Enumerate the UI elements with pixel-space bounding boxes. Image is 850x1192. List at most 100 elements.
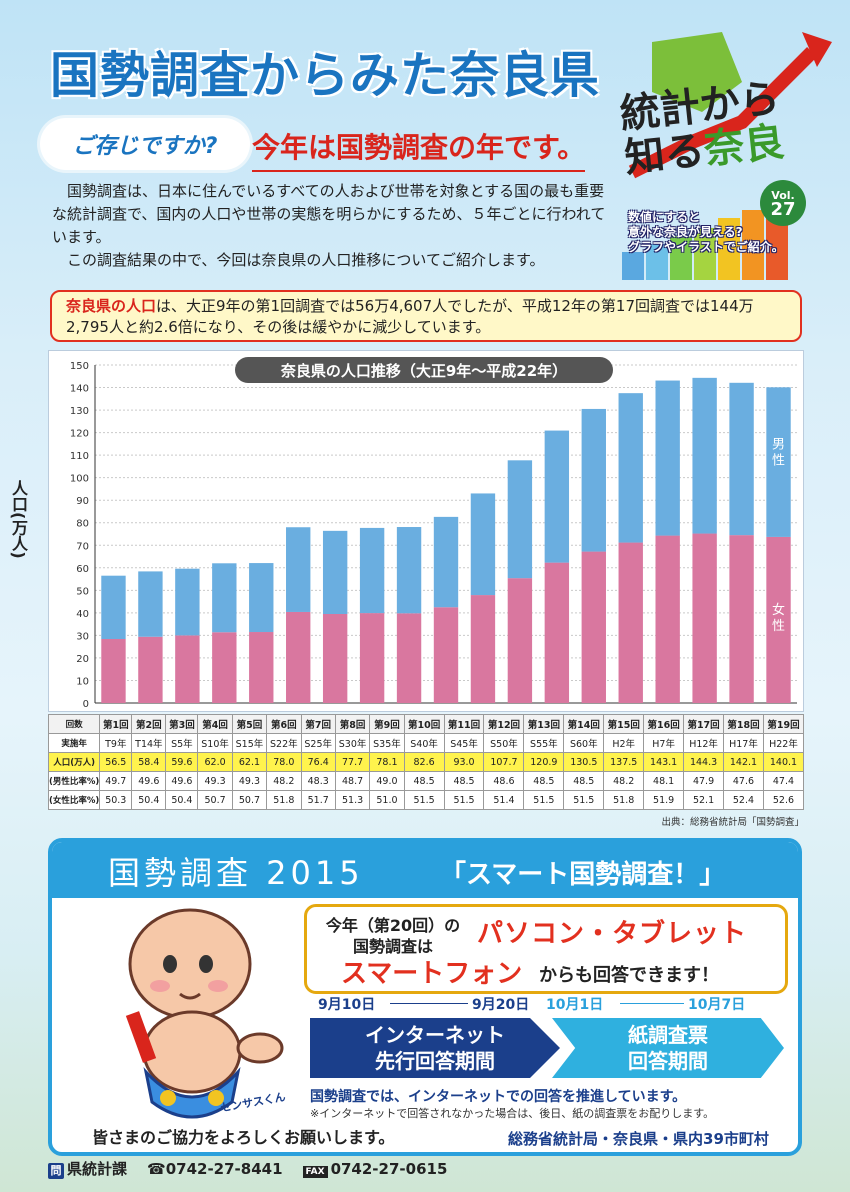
- dept-name: 県統計課: [67, 1160, 128, 1178]
- phone-number[interactable]: ☎0742-27-8441: [147, 1159, 283, 1178]
- bar-male: [618, 393, 643, 543]
- table-cell: 48.5: [563, 771, 605, 791]
- table-cell: H17年: [723, 733, 764, 753]
- table-cell: 第8回: [334, 714, 371, 734]
- bar-male: [692, 377, 717, 534]
- male-ratio-row: (男性比率%) 49.7 49.6 49.6 49.3 49.3 48.2 48.3 48.7 4…: [47, 771, 805, 791]
- vol-label: Vol.: [771, 189, 795, 202]
- bar-female: [692, 533, 717, 703]
- table-cell: S45年: [443, 733, 485, 753]
- logo-line2b: 奈良: [702, 119, 787, 174]
- bar-female: [212, 632, 237, 703]
- table-cell: 52.1: [683, 790, 725, 810]
- table-cell: 144.3: [683, 752, 725, 772]
- table-cell: 51.9: [643, 790, 685, 810]
- table-cell: S10年: [197, 733, 233, 753]
- table-cell: 76.4: [300, 752, 336, 772]
- bar-male: [396, 527, 422, 614]
- bar-female: [138, 636, 163, 703]
- table-cell: 第15回: [603, 714, 645, 734]
- census-2015-panel: 国勢調査 2015 「スマート国勢調査！」 センサスくん 今年（第20回）の国勢…: [48, 838, 802, 1156]
- bar-male: [138, 571, 163, 637]
- table-cell: 第19回: [762, 714, 805, 734]
- bar-female: [322, 613, 348, 703]
- bubble-devices-2: スマートフォン: [341, 959, 523, 989]
- y-tick-label: 110: [70, 451, 89, 462]
- table-cell: 49.3: [231, 771, 268, 791]
- bar-female: [766, 536, 791, 703]
- y-tick-label: 0: [83, 699, 89, 710]
- table-cell: 130.5: [563, 752, 605, 772]
- tagline-cloud: ご存じですか?: [40, 118, 250, 170]
- table-cell: S25年: [300, 733, 336, 753]
- table-cell: 第13回: [523, 714, 565, 734]
- series-label-male-2: 性: [772, 454, 785, 469]
- baby-mascot-icon: [125, 908, 284, 1119]
- table-cell: 51.8: [603, 790, 645, 810]
- y-tick-label: 40: [76, 609, 89, 620]
- table-cell: 第2回: [131, 714, 167, 734]
- chart-ylabel: 人口(万人): [9, 480, 28, 559]
- bar-male: [212, 563, 237, 633]
- bar-female: [581, 551, 606, 703]
- table-cell: 50.3: [99, 790, 133, 810]
- date-end-paper: 10月7日: [688, 997, 746, 1013]
- y-tick-label: 90: [76, 496, 89, 507]
- logo-description: 数値にすると 意外な奈良が見える? グラフやイラストでご紹介。: [628, 210, 838, 255]
- table-cell: 51.5: [523, 790, 565, 810]
- internet-period-arrow: インターネット 先行回答期間: [310, 1018, 560, 1078]
- table-cell: 48.2: [603, 771, 645, 791]
- table-cell: 47.6: [723, 771, 764, 791]
- table-cell: 48.5: [523, 771, 565, 791]
- table-cell: 52.6: [762, 790, 805, 810]
- table-cell: 48.2: [266, 771, 302, 791]
- table-cell: S5年: [165, 733, 199, 753]
- fax-icon: FAX: [302, 1165, 328, 1178]
- table-cell: 50.7: [231, 790, 268, 810]
- row-label: (男性比率%): [47, 771, 101, 791]
- panel-header: 国勢調査 2015 「スマート国勢調査！」: [52, 842, 798, 898]
- paper-fallback-note: ※インターネットで回答されなかった場合は、後日、紙の調査票をお配りします。: [310, 1107, 715, 1120]
- chart-title: 奈良県の人口推移（大正9年～平成22年）: [235, 357, 613, 383]
- contact-badge-icon: 問: [48, 1163, 64, 1179]
- table-cell: 第6回: [266, 714, 302, 734]
- bar-male: [581, 408, 606, 552]
- bar-male: [433, 516, 459, 608]
- date-start-paper: 10月1日: [546, 997, 604, 1013]
- bar-male: [175, 568, 200, 636]
- table-cell: H2年: [603, 733, 645, 753]
- organizations: 総務省統計局・奈良県・県内39市町村: [508, 1130, 769, 1148]
- series-label-female-2: 性: [772, 619, 785, 634]
- logo-graphic-icon: [622, 32, 832, 280]
- table-cell: 第1回: [99, 714, 133, 734]
- population-row: 人口(万人) 56.5 58.4 59.6 62.0 62.1 78.0 76.4 77.7 78…: [47, 752, 805, 772]
- table-cell: 51.0: [369, 790, 405, 810]
- page-title: 国勢調査からみた奈良県: [50, 47, 601, 104]
- notice-lead: 奈良県の人口: [66, 297, 157, 315]
- bubble-intro: 今年（第20回）の国勢調査は: [325, 916, 461, 956]
- period1-line1: インターネット: [365, 1023, 505, 1047]
- bar-male: [249, 563, 274, 633]
- table-cell: 49.0: [369, 771, 405, 791]
- table-cell: 第17回: [683, 714, 725, 734]
- table-cell: 62.1: [231, 752, 268, 772]
- y-tick-label: 50: [76, 586, 89, 597]
- row-label: 実施年: [47, 733, 101, 753]
- table-cell: 47.4: [762, 771, 805, 791]
- table-cell: 48.5: [403, 771, 445, 791]
- bar-female: [286, 611, 311, 703]
- vol-number: 27: [770, 199, 796, 220]
- table-cell: 93.0: [443, 752, 485, 772]
- table-cell: 56.5: [99, 752, 133, 772]
- bar-male: [359, 527, 385, 614]
- intro-paragraph-1: 国勢調査は、日本に住んでいるすべての人および世帯を対象とする国の最も重要な統計調…: [52, 182, 606, 246]
- table-cell: 第16回: [643, 714, 685, 734]
- row-label: 人口(万人): [47, 752, 101, 772]
- table-cell: 51.8: [266, 790, 302, 810]
- tagline-text: ご存じですか?: [72, 134, 218, 159]
- date-end-internet: 9月20日: [472, 997, 530, 1013]
- bar-female: [433, 607, 459, 703]
- table-cell: 48.6: [483, 771, 525, 791]
- y-tick-label: 20: [76, 654, 89, 665]
- intro-paragraph-2: この調査結果の中で、今回は奈良県の人口推移についてご紹介します。: [67, 251, 545, 269]
